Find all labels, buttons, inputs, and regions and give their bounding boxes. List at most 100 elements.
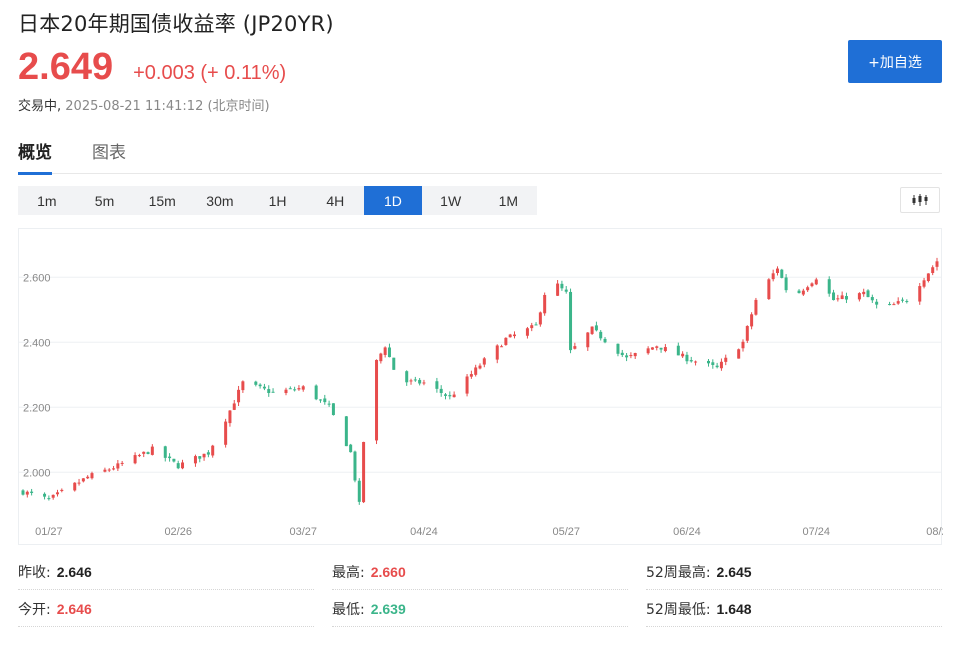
candle-body xyxy=(211,445,215,456)
candlestick-chart: 2.000 2.200 2.400 2.600 01/27 02/26 03/27 04/24… xyxy=(19,257,943,538)
candle-body xyxy=(616,343,620,354)
stat-52w-low: 52周最低: 1.648 xyxy=(646,592,942,627)
y-tick-label: 2.600 xyxy=(23,272,51,284)
tab-overview[interactable]: 概览 xyxy=(18,138,52,175)
candle-body xyxy=(444,394,448,396)
stats-panel: 昨收: 2.646 最高: 2.660 52周最高: 2.645 今开: 2.6… xyxy=(18,555,942,629)
candle-body xyxy=(603,338,607,343)
candle-body xyxy=(495,345,499,360)
candle-body xyxy=(810,283,814,287)
price-chart[interactable]: 2.000 2.200 2.400 2.600 01/27 02/26 03/27 04/24… xyxy=(18,228,943,545)
price-row: 2.649 +0.003 (+ 0.11%) xyxy=(18,46,286,89)
stat-high: 最高: 2.660 xyxy=(332,555,628,590)
candle-body xyxy=(685,354,689,362)
candle-body xyxy=(383,347,387,355)
candle-body xyxy=(137,455,141,457)
candle-body xyxy=(866,290,870,298)
candle-body xyxy=(262,386,266,389)
period-1d[interactable]: 1D xyxy=(364,186,422,215)
candle-body xyxy=(43,493,47,497)
candle-body xyxy=(357,480,361,502)
candle-body xyxy=(508,334,512,338)
candle-body xyxy=(284,389,288,394)
candle-body xyxy=(711,362,715,365)
candle-body xyxy=(469,374,473,377)
candle-body xyxy=(538,312,542,325)
candle-body xyxy=(21,490,25,495)
candle-body xyxy=(681,353,685,357)
stat-value: 2.639 xyxy=(370,601,406,617)
candle-body xyxy=(500,346,504,348)
period-15m[interactable]: 15m xyxy=(148,192,176,209)
candle-body xyxy=(620,352,624,356)
tab-bar: 概览 图表 xyxy=(18,138,942,175)
candle-body xyxy=(784,277,788,291)
candle-body xyxy=(827,279,831,294)
x-tick-label: 08/2 xyxy=(926,526,943,538)
period-4h[interactable]: 4H xyxy=(326,192,345,209)
candle-body xyxy=(73,482,77,491)
candle-body xyxy=(409,380,413,382)
candle-body xyxy=(86,476,90,479)
candle-body xyxy=(741,341,745,349)
period-5m[interactable]: 5m xyxy=(94,192,115,209)
candle-body xyxy=(146,452,150,455)
candle-body xyxy=(573,346,577,349)
tab-chart[interactable]: 图表 xyxy=(92,143,126,163)
x-tick-label: 02/26 xyxy=(164,526,192,538)
candle-body xyxy=(439,388,443,393)
candle-body xyxy=(387,347,391,358)
candle-body xyxy=(51,494,55,498)
x-tick-label: 03/27 xyxy=(289,526,317,538)
candle-body xyxy=(556,283,560,296)
x-tick-label: 04/24 xyxy=(410,526,438,538)
candle-body xyxy=(745,326,749,341)
candle-body xyxy=(724,357,728,362)
chart-type-button[interactable] xyxy=(900,187,940,213)
candle-body xyxy=(318,399,322,401)
candle-body xyxy=(750,314,754,327)
candle-body xyxy=(534,324,538,326)
candle-body xyxy=(224,421,228,445)
candle-body xyxy=(232,403,236,410)
candle-body xyxy=(935,261,939,267)
candle-body xyxy=(271,391,275,393)
candle-body xyxy=(422,382,426,384)
candle-body xyxy=(896,301,900,304)
candle-body xyxy=(349,444,353,453)
candle-body xyxy=(806,287,810,291)
candle-body xyxy=(81,478,85,482)
stat-label: 52周最低: xyxy=(646,602,711,618)
candle-body xyxy=(150,446,154,455)
period-1mo[interactable]: 1M xyxy=(498,192,519,209)
candle-body xyxy=(163,446,167,458)
candle-body xyxy=(694,361,698,363)
candle-body xyxy=(707,360,710,364)
candle-body xyxy=(504,337,508,345)
period-30m[interactable]: 30m xyxy=(206,192,234,209)
candle-body xyxy=(90,473,94,479)
candle-body xyxy=(258,384,262,387)
candle-body xyxy=(482,358,486,365)
candle-body xyxy=(478,365,482,369)
candle-body xyxy=(172,458,176,462)
candle-body xyxy=(625,355,629,358)
candle-body xyxy=(836,298,840,300)
candle-body xyxy=(107,469,111,471)
candle-body xyxy=(435,381,439,389)
stat-prev-close: 昨收: 2.646 xyxy=(18,555,314,590)
stats-row-1: 昨收: 2.646 最高: 2.660 52周最高: 2.645 xyxy=(18,555,942,592)
period-1w[interactable]: 1W xyxy=(440,192,462,209)
period-selector: 1m 5m 15m 30m 1H 4H 1D 1W 1M xyxy=(18,186,538,215)
page-title: 日本20年期国债收益率 (JP20YR) xyxy=(18,12,334,36)
x-tick-label: 07/24 xyxy=(803,526,831,538)
candle-body xyxy=(375,359,379,441)
add-to-watchlist-button[interactable]: +加自选 xyxy=(848,40,942,83)
period-1m[interactable]: 1m xyxy=(37,192,57,209)
candle-body xyxy=(543,294,547,314)
candle-body xyxy=(676,345,680,356)
candle-body xyxy=(599,331,603,339)
current-price: 2.649 xyxy=(18,46,114,88)
candle-body xyxy=(30,491,34,493)
period-1h[interactable]: 1H xyxy=(268,192,287,209)
